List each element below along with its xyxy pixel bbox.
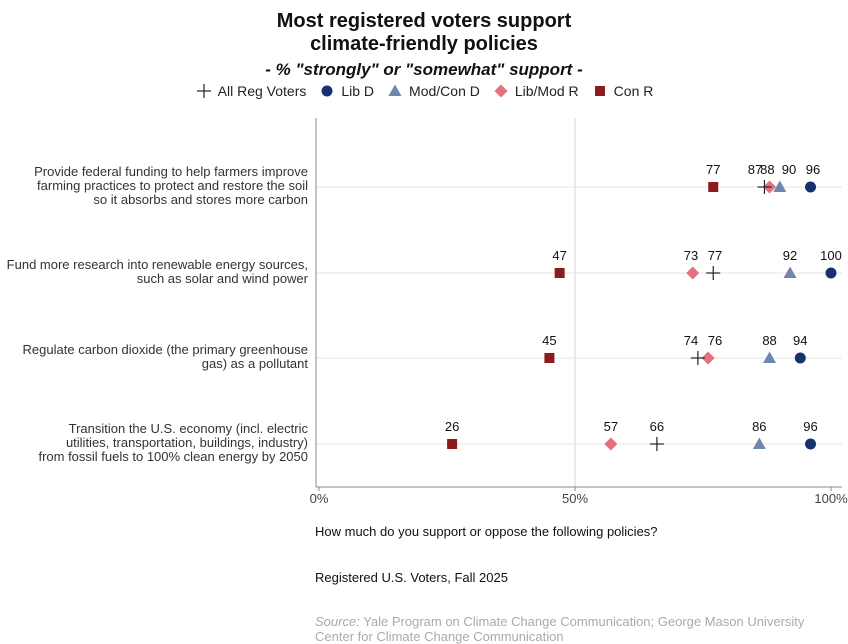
point-lib-d-1 bbox=[805, 181, 817, 193]
source-text: Yale Program on Climate Change Communica… bbox=[315, 614, 805, 644]
legend-symbol bbox=[494, 84, 508, 98]
category-label-line: Regulate carbon dioxide (the primary gre… bbox=[22, 342, 308, 357]
category-label-2: Fund more research into renewable energy… bbox=[0, 258, 308, 286]
legend-marker-mod-con-d-icon bbox=[388, 84, 402, 96]
category-label-line: Transition the U.S. economy (incl. elect… bbox=[68, 421, 308, 436]
legend-symbol bbox=[594, 86, 605, 96]
x-tick-label-1: 50% bbox=[562, 491, 588, 506]
point-all-reg-voters-3 bbox=[690, 351, 705, 365]
category-label-3: Regulate carbon dioxide (the primary gre… bbox=[0, 343, 308, 371]
legend-marker-con-r-icon bbox=[594, 86, 605, 96]
category-label-line: utilities, transportation, buildings, in… bbox=[65, 435, 308, 450]
data-label-lib-d-3: 94 bbox=[793, 333, 807, 348]
data-label-lib-d-1: 96 bbox=[806, 162, 820, 177]
category-label-line: farming practices to protect and restore… bbox=[37, 178, 308, 193]
point-mod-con-d-1 bbox=[773, 180, 787, 192]
point-con-r-1 bbox=[708, 182, 719, 192]
source-label: Source: bbox=[315, 614, 360, 629]
legend-label: Lib/Mod R bbox=[514, 83, 579, 99]
legend-symbol bbox=[196, 84, 211, 98]
data-label-mod-con-d-3: 88 bbox=[762, 333, 776, 348]
chart-legend: All Reg Voters Lib D Mod/Con D Lib/Mod R Con… bbox=[0, 82, 848, 100]
point-con-r-2 bbox=[554, 268, 565, 278]
category-label-line: from fossil fuels to 100% clean energy b… bbox=[38, 449, 308, 464]
category-label-1: Provide federal funding to help farmers … bbox=[0, 165, 308, 207]
data-label-all-reg-voters-3: 74 bbox=[684, 333, 698, 348]
data-label-lib-mod-r-2: 73 bbox=[684, 248, 698, 263]
data-label-con-r-2: 47 bbox=[552, 248, 566, 263]
source-note: Source: Yale Program on Climate Change C… bbox=[315, 614, 835, 644]
category-label-line: Fund more research into renewable energy… bbox=[6, 257, 308, 272]
chart-subtitle: - % "strongly" or "somewhat" support - bbox=[265, 60, 583, 79]
category-label-line: gas) as a pollutant bbox=[201, 356, 308, 371]
point-all-reg-voters-2 bbox=[706, 266, 721, 280]
point-lib-mod-r-3 bbox=[701, 351, 715, 365]
legend-label: Mod/Con D bbox=[409, 83, 480, 99]
data-label-all-reg-voters-1: 87 bbox=[748, 162, 762, 177]
point-all-reg-voters-1 bbox=[757, 180, 772, 194]
data-label-lib-mod-r-3: 76 bbox=[708, 333, 722, 348]
legend-marker-lib-d-icon bbox=[321, 85, 333, 97]
chart-title-line-1: Most registered voters support bbox=[276, 10, 572, 32]
legend-marker-all-reg-voters-icon bbox=[196, 84, 211, 98]
data-label-mod-con-d-1: 90 bbox=[782, 162, 796, 177]
legend-item-mod-con-d: Mod/Con D bbox=[386, 82, 480, 100]
point-lib-mod-r-4 bbox=[604, 437, 618, 451]
legend-label: Con R bbox=[613, 83, 654, 99]
point-lib-d-4 bbox=[805, 438, 817, 450]
legend-marker-lib-mod-r-icon bbox=[494, 84, 508, 98]
population-text: Registered U.S. Voters, Fall 2025 bbox=[315, 570, 508, 585]
point-lib-mod-r-2 bbox=[686, 266, 700, 280]
point-mod-con-d-2 bbox=[783, 266, 797, 278]
data-label-mod-con-d-4: 86 bbox=[752, 419, 766, 434]
data-label-mod-con-d-2: 92 bbox=[783, 248, 797, 263]
legend-label: Lib D bbox=[341, 83, 375, 99]
point-all-reg-voters-4 bbox=[649, 437, 664, 451]
legend-symbol bbox=[388, 84, 402, 96]
data-label-con-r-3: 45 bbox=[542, 333, 556, 348]
legend-label: All Reg Voters bbox=[217, 83, 307, 99]
point-lib-d-3 bbox=[794, 352, 806, 364]
x-tick-label-0: 0% bbox=[310, 491, 329, 506]
point-lib-d-2 bbox=[825, 267, 837, 279]
chart-title-line-2: climate-friendly policies bbox=[310, 33, 538, 55]
point-mod-con-d-4 bbox=[752, 437, 766, 449]
category-label-4: Transition the U.S. economy (incl. elect… bbox=[0, 422, 308, 464]
legend-item-lib-d: Lib D bbox=[318, 82, 374, 100]
x-tick-label-2: 100% bbox=[814, 491, 848, 506]
data-label-con-r-1: 77 bbox=[706, 162, 720, 177]
category-label-line: Provide federal funding to help farmers … bbox=[34, 164, 308, 179]
legend-item-lib-mod-r: Lib/Mod R bbox=[492, 82, 579, 100]
question-text: How much do you support or oppose the fo… bbox=[315, 524, 658, 539]
legend-symbol bbox=[321, 85, 333, 97]
point-con-r-3 bbox=[544, 353, 555, 363]
data-label-lib-d-2: 100 bbox=[820, 248, 842, 263]
data-label-lib-d-4: 96 bbox=[803, 419, 817, 434]
data-label-lib-mod-r-1: 88 bbox=[760, 162, 774, 177]
data-label-all-reg-voters-2: 77 bbox=[708, 248, 722, 263]
category-label-line: such as solar and wind power bbox=[136, 271, 308, 286]
legend-item-con-r: Con R bbox=[591, 82, 654, 100]
point-mod-con-d-3 bbox=[763, 351, 777, 363]
data-label-all-reg-voters-4: 66 bbox=[650, 419, 664, 434]
point-con-r-4 bbox=[447, 439, 458, 449]
category-label-line: so it absorbs and stores more carbon bbox=[93, 192, 308, 207]
legend-item-all-reg-voters: All Reg Voters bbox=[195, 82, 307, 100]
data-label-con-r-4: 26 bbox=[445, 419, 459, 434]
data-label-lib-mod-r-4: 57 bbox=[604, 419, 618, 434]
